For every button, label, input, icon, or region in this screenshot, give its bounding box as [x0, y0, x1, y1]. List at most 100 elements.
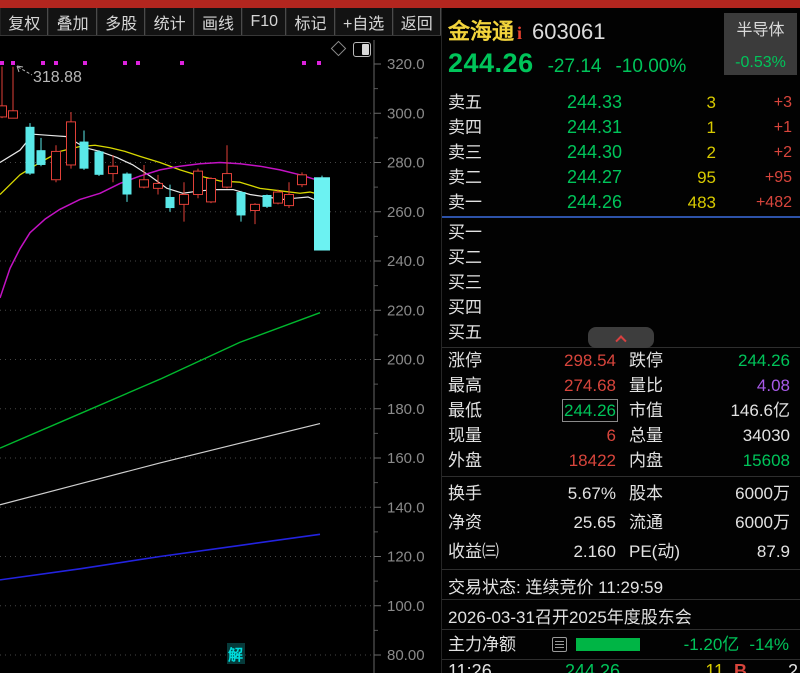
toolbar-button-f10[interactable]: F10	[242, 8, 287, 35]
stat-value: 298.54	[564, 351, 616, 370]
candle-body-up	[222, 173, 232, 188]
stat-label: 最高	[448, 376, 482, 395]
y-axis-label: 140.0	[387, 499, 425, 516]
stat-row-4: 现量 6 总量 34030	[442, 423, 800, 448]
orderbook-collapse-handle[interactable]	[588, 327, 654, 348]
bid-row-1[interactable]: 买一	[442, 220, 800, 245]
stat-value: 4.08	[756, 376, 790, 395]
ask-label: 卖二	[448, 168, 482, 187]
toolbar-button-multi-stock[interactable]: 多股	[96, 8, 146, 35]
candle-body-up	[8, 110, 18, 119]
stat-label: 跌停	[629, 351, 663, 370]
toolbar-button-back[interactable]: 返回	[392, 8, 441, 35]
event-marker-dot	[317, 61, 321, 65]
stat-label: 现量	[448, 426, 482, 445]
detail-row-2: 净资 25.65 流通 6000万	[442, 508, 800, 537]
trade-volume: 11	[705, 661, 724, 673]
ma-white-long	[0, 422, 321, 506]
stat-value: 15608	[742, 451, 790, 470]
stat-value: 18422	[568, 451, 616, 470]
tick-trade-row[interactable]: 11:26 244.26 11 B 2	[442, 661, 800, 673]
detail-value: 6000万	[735, 513, 790, 532]
stat-value: 274.68	[564, 376, 616, 395]
bid-row-5[interactable]: 买五	[442, 320, 800, 345]
candle-body-down	[94, 151, 104, 175]
candle-body-down	[262, 195, 272, 207]
ask-label: 卖五	[448, 93, 482, 112]
ask-volume: 483	[687, 193, 716, 212]
document-icon[interactable]	[552, 637, 567, 652]
ask-price: 244.31	[566, 117, 622, 137]
candle-body-down	[25, 126, 35, 174]
toolbar-button-draw-line[interactable]: 画线	[193, 8, 243, 35]
sector-badge[interactable]: 半导体 -0.53%	[724, 13, 797, 75]
event-marker-dot	[136, 61, 140, 65]
y-axis-label: 160.0	[387, 450, 425, 467]
toolbar-button-mark[interactable]: 标记	[286, 8, 335, 35]
candle-body-up	[284, 194, 294, 207]
stat-label: 量比	[629, 376, 663, 395]
main-flow-value: -1.20亿	[683, 635, 740, 654]
stat-row-1: 涨停 298.54 跌停 244.26	[442, 348, 800, 373]
event-marker-dot	[41, 61, 45, 65]
trade-extra: 2	[788, 661, 799, 673]
ask-delta: +1	[773, 119, 792, 136]
company-event-line[interactable]: 2026-03-31召开2025年度股东会	[448, 608, 692, 627]
news-info-icon[interactable]: i	[517, 23, 523, 43]
last-price: 244.26	[448, 48, 534, 78]
candle-body-up	[153, 182, 163, 189]
sector-name: 半导体	[736, 22, 785, 39]
ask-label: 卖四	[448, 118, 482, 137]
ma-blue-long	[0, 533, 321, 581]
top-red-bar	[0, 0, 800, 8]
bid-label: 买二	[448, 248, 482, 267]
detail-row-1: 换手 5.67% 股本 6000万	[442, 479, 800, 508]
candle-body-up	[108, 165, 118, 175]
candle-body-down	[122, 173, 132, 195]
y-axis-label: 120.0	[387, 549, 425, 566]
ask-delta: +2	[773, 144, 792, 161]
candle-body-up	[0, 105, 7, 118]
toolbar-button-adjust[interactable]: 复权	[0, 8, 49, 35]
y-axis-label: 300.0	[387, 105, 425, 122]
flow-gauge-bar	[576, 638, 640, 651]
candle-body-up	[193, 170, 203, 196]
ma-green-long	[0, 312, 321, 449]
detail-value: 5.67%	[567, 484, 616, 503]
event-marker-dot	[302, 61, 306, 65]
stat-value: 146.6亿	[730, 401, 790, 420]
ask-row-1[interactable]: 卖一 244.26 483 +482	[442, 190, 800, 215]
y-axis-label: 320.0	[387, 56, 425, 73]
event-marker-dot	[180, 61, 184, 65]
ask-row-2[interactable]: 卖二 244.27 95 +95	[442, 165, 800, 190]
candle-body-down	[236, 192, 246, 216]
panel-toggle-icon[interactable]	[353, 42, 371, 57]
ask-delta: +3	[773, 94, 792, 111]
ask-row-3[interactable]: 卖三 244.30 2 +2	[442, 140, 800, 165]
toolbar-button-overlay[interactable]: 叠加	[48, 8, 97, 35]
bid-row-4[interactable]: 买四	[442, 295, 800, 320]
event-marker-dot	[11, 61, 15, 65]
stat-label: 最低	[448, 401, 482, 420]
candlestick-chart[interactable]: 320.0 300.0 280.0 260.0 240.0 220.0 200.0 180.0…	[0, 0, 441, 673]
ask-row-5[interactable]: 卖五 244.33 3 +3	[442, 90, 800, 115]
stat-value: 244.26	[738, 351, 790, 370]
candle-body-up	[139, 179, 149, 188]
chart-toolbar: 复权 叠加 多股 统计 画线 F10 标记 +自选 返回	[0, 8, 441, 36]
ask-row-4[interactable]: 卖四 244.31 1 +1	[442, 115, 800, 140]
divider	[442, 659, 800, 660]
divider	[442, 629, 800, 630]
candle-body-down	[165, 196, 175, 209]
event-marker-dot	[0, 61, 4, 65]
toolbar-button-add-watchlist[interactable]: +自选	[334, 8, 393, 35]
bid-row-3[interactable]: 买三	[442, 270, 800, 295]
candle-body-up	[179, 194, 189, 205]
toolbar-button-statistics[interactable]: 统计	[145, 8, 194, 35]
detail-label: 换手	[448, 484, 482, 503]
candle-body-up	[273, 191, 283, 204]
ask-price: 244.27	[566, 167, 622, 187]
unlock-badge: 解	[228, 646, 243, 664]
bid-label: 买五	[448, 323, 482, 342]
bid-row-2[interactable]: 买二	[442, 245, 800, 270]
main-flow-percent: -14%	[749, 635, 789, 654]
